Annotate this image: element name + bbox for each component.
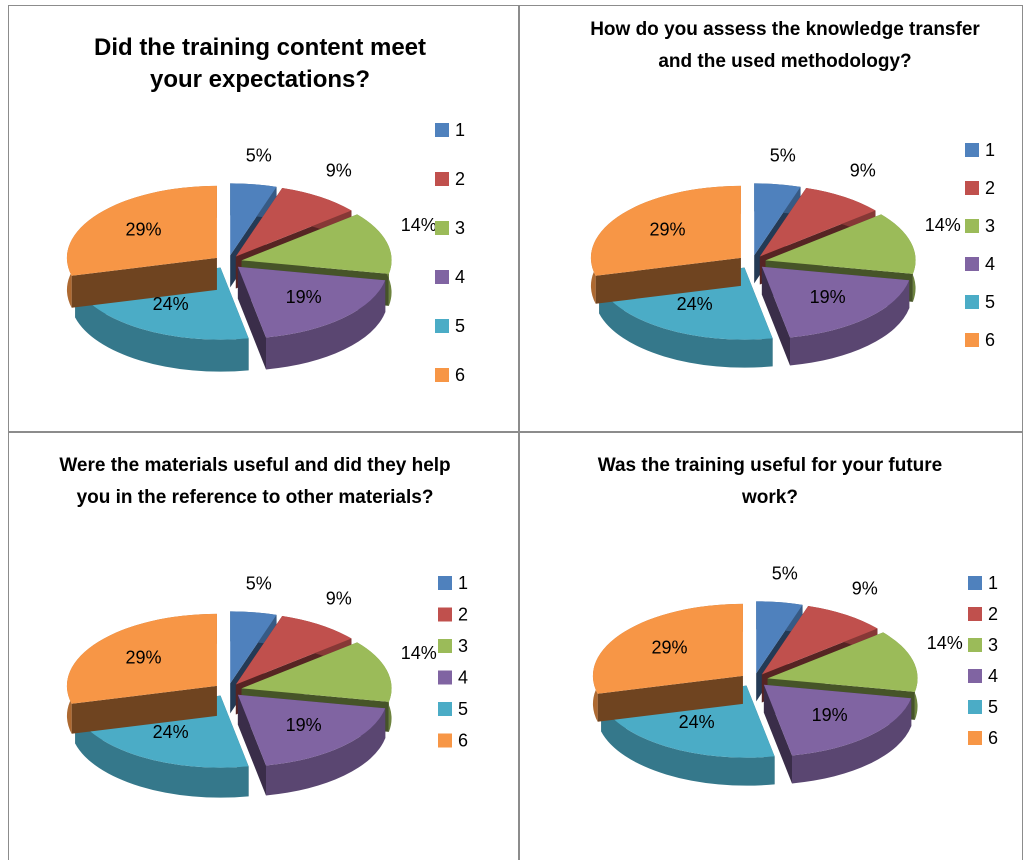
- data-label: 5%: [246, 145, 272, 165]
- data-label: 19%: [810, 287, 846, 307]
- legend-label: 3: [455, 218, 465, 238]
- legend-label: 2: [458, 604, 468, 624]
- legend-label: 1: [455, 120, 465, 140]
- pie-slice: [590, 185, 741, 304]
- legend-swatch: [968, 638, 982, 652]
- chart-title: How do you assess the knowledge transfer…: [590, 19, 980, 72]
- legend-label: 2: [988, 604, 998, 624]
- border: [8, 5, 1023, 6]
- pie-slice: [237, 266, 386, 370]
- legend-label: 6: [988, 728, 998, 748]
- legend-swatch: [968, 731, 982, 745]
- legend-swatch: [965, 295, 979, 309]
- legend-swatch: [438, 639, 452, 653]
- data-label: 14%: [401, 643, 437, 663]
- legend-label: 6: [985, 330, 995, 350]
- pie-slice: [592, 603, 743, 722]
- legend-label: 5: [455, 316, 465, 336]
- legend-swatch: [968, 607, 982, 621]
- legend-swatch: [438, 733, 452, 748]
- data-label: 14%: [401, 215, 437, 235]
- data-label: 29%: [125, 647, 161, 667]
- legend-swatch: [968, 669, 982, 683]
- legend-swatch: [438, 607, 452, 622]
- data-label: 19%: [286, 287, 322, 307]
- data-label: 9%: [852, 579, 878, 599]
- legend-label: 3: [985, 216, 995, 236]
- legend-label: 5: [458, 699, 468, 719]
- legend-label: 3: [458, 636, 468, 656]
- data-label: 29%: [649, 219, 685, 239]
- legend-swatch: [968, 700, 982, 714]
- legend-swatch: [965, 143, 979, 157]
- border: [8, 431, 1023, 433]
- legend-label: 4: [985, 254, 995, 274]
- data-label: 9%: [850, 161, 876, 181]
- legend-label: 2: [455, 169, 465, 189]
- data-label: 29%: [651, 637, 687, 657]
- data-label: 19%: [812, 705, 848, 725]
- data-label: 19%: [286, 715, 322, 735]
- legend-label: 6: [455, 365, 465, 385]
- data-label: 24%: [679, 712, 715, 732]
- legend-label: 5: [985, 292, 995, 312]
- legend-label: 4: [988, 666, 998, 686]
- legend-swatch: [965, 219, 979, 233]
- data-label: 29%: [125, 219, 161, 239]
- legend-label: 5: [988, 697, 998, 717]
- legend-swatch: [438, 670, 452, 685]
- legend-swatch: [438, 702, 452, 716]
- legend-swatch: [965, 181, 979, 195]
- legend-swatch: [435, 270, 449, 284]
- data-label: 5%: [770, 145, 796, 165]
- legend-label: 1: [458, 573, 468, 593]
- legend-label: 3: [988, 635, 998, 655]
- legend-swatch: [435, 172, 449, 186]
- pie-slice: [763, 684, 912, 784]
- data-label: 5%: [772, 563, 798, 583]
- data-label: 5%: [246, 573, 272, 593]
- chart-title: Were the materials useful and did they h…: [59, 455, 451, 508]
- data-label: 9%: [326, 589, 352, 609]
- legend-label: 1: [988, 573, 998, 593]
- pie-slice: [761, 266, 910, 366]
- legend-swatch: [435, 123, 449, 137]
- data-label: 24%: [153, 722, 189, 742]
- chart-title: Was the training useful for your future …: [597, 455, 943, 508]
- data-label: 24%: [677, 294, 713, 314]
- legend-swatch: [435, 221, 449, 235]
- data-label: 14%: [925, 215, 961, 235]
- legend-swatch: [965, 333, 979, 347]
- data-label: 14%: [927, 633, 963, 653]
- pie-slice: [237, 694, 386, 796]
- chart-title: Did the training content meet your expec…: [93, 34, 426, 93]
- legend-label: 4: [458, 667, 468, 687]
- legend-label: 4: [455, 267, 465, 287]
- legend-swatch: [438, 576, 452, 590]
- legend-label: 2: [985, 178, 995, 198]
- data-label: 9%: [326, 161, 352, 181]
- legend-label: 1: [985, 140, 995, 160]
- pie-slice: [66, 613, 217, 734]
- pie-slice: [66, 185, 217, 308]
- legend-swatch: [435, 319, 449, 333]
- legend-swatch: [435, 368, 449, 382]
- legend-label: 6: [458, 730, 468, 750]
- legend-swatch: [965, 257, 979, 271]
- legend-swatch: [968, 576, 982, 590]
- data-label: 24%: [153, 294, 189, 314]
